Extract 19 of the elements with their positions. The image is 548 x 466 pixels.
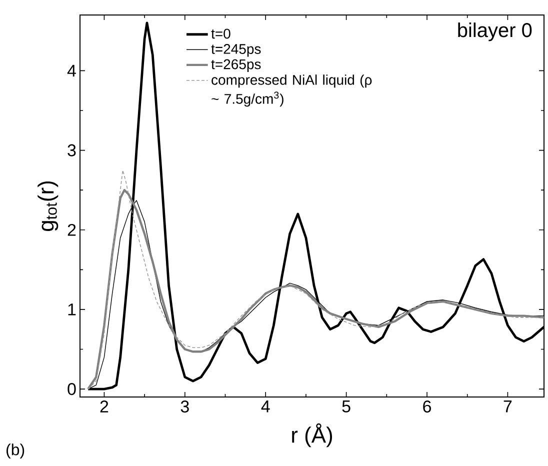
x-tick-label: 2 bbox=[100, 400, 108, 412]
y-axis-title: g$_{tot}$(r) bbox=[38, 181, 58, 231]
x-axis-title: r (Å) bbox=[292, 423, 332, 448]
annotation: bilayer 0 bbox=[458, 22, 532, 42]
x-tick-label: 4 bbox=[261, 400, 270, 412]
y-tick-label: 3 bbox=[68, 144, 76, 156]
legend-label: t=0 bbox=[211, 28, 230, 39]
y-tick-label: 0 bbox=[68, 383, 76, 396]
x-tick-label: 6 bbox=[423, 400, 431, 413]
x-tick-label: 7 bbox=[504, 400, 512, 412]
y-tick-label: 2 bbox=[68, 224, 76, 236]
x-tick-label: 3 bbox=[180, 400, 189, 413]
legend-label: t=265ps bbox=[211, 59, 261, 72]
legend-label: t=245ps bbox=[211, 44, 261, 57]
y-tick-label: 4 bbox=[67, 64, 76, 77]
legend-label: compressed NiAl liquid (ρ ~ 7.5g/cm$^{3}$) bbox=[212, 74, 372, 107]
y-tick-label: 1 bbox=[68, 304, 76, 316]
x-tick-label: 5 bbox=[342, 400, 350, 412]
text: (b) bbox=[6, 444, 24, 458]
